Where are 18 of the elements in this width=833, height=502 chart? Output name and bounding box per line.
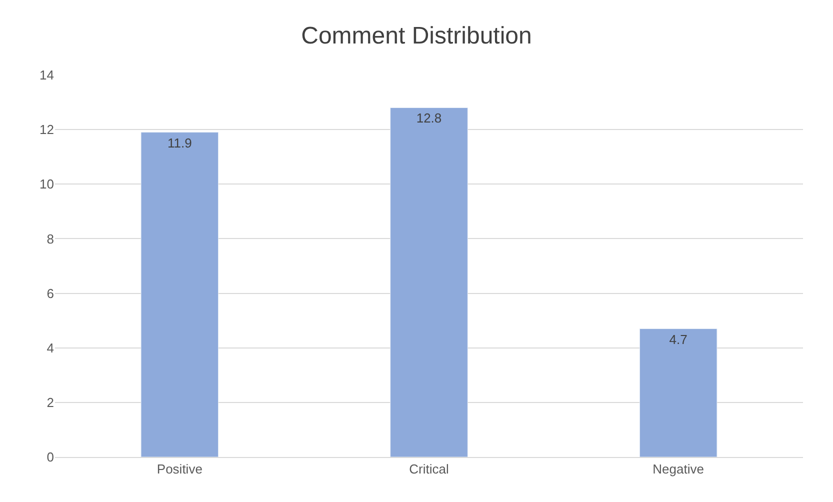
y-tick-label: 8 [46,231,54,246]
data-label: 4.7 [669,332,688,347]
bar [639,328,718,457]
data-label: 12.8 [416,110,442,126]
y-tick-label: 4 [46,340,54,356]
y-tick-label: 14 [40,68,54,83]
x-tick-label: Positive [156,462,202,477]
y-tick-label: 6 [46,286,54,301]
y-tick-label: 12 [40,122,54,138]
y-tick-label: 10 [40,176,54,192]
chart-title: Comment Distribution [301,22,532,50]
x-tick-label: Negative [652,462,704,477]
x-tick-label: Critical [409,462,449,477]
bar [140,132,219,457]
y-tick-label: 2 [46,394,54,410]
data-label: 11.9 [167,135,192,150]
bar [390,107,468,457]
y-tick-label: 0 [46,450,54,465]
